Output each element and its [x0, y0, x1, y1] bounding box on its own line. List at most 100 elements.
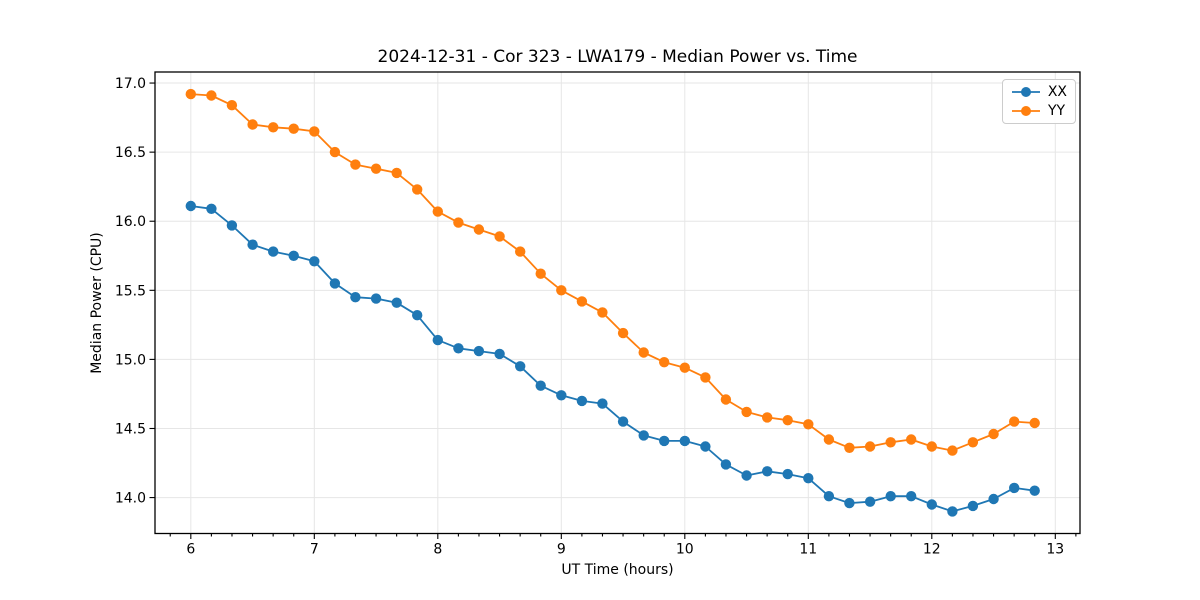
data-point-YY — [762, 412, 773, 423]
data-point-XX — [288, 250, 299, 261]
legend-label-xx: XX — [1047, 84, 1067, 100]
data-point-YY — [226, 100, 238, 111]
data-point-YY — [597, 307, 608, 318]
data-point-YY — [844, 442, 855, 453]
data-point-XX — [473, 345, 485, 357]
y-tick-label: 15.0 — [115, 352, 146, 368]
data-point-XX — [967, 500, 979, 512]
data-point-YY — [247, 119, 258, 130]
data-point-XX — [329, 278, 341, 289]
data-point-XX — [309, 256, 320, 267]
data-point-XX — [1009, 482, 1020, 494]
data-point-YY — [947, 445, 958, 456]
data-point-YY — [906, 434, 917, 445]
data-point-XX — [844, 497, 855, 509]
data-point-YY — [576, 296, 588, 307]
data-point-XX — [576, 395, 588, 407]
x-tick-label: 8 — [433, 542, 442, 558]
data-point-XX — [597, 398, 608, 409]
tick-labels: 6 7 8 9 10 11 12 13 17.0 16.5 16.0 15.5 15.0 14.5 14.0 — [115, 76, 1064, 557]
data-point-XX — [906, 491, 917, 502]
series-XX — [185, 200, 1040, 517]
data-point-YY — [885, 437, 896, 448]
data-point-YY — [782, 415, 793, 426]
data-point-XX — [679, 435, 690, 447]
y-tick-label: 16.0 — [115, 214, 146, 230]
data-point-XX — [823, 491, 835, 502]
data-point-YY — [206, 90, 217, 101]
data-point-YY — [288, 123, 299, 134]
data-point-YY — [659, 357, 670, 368]
data-point-XX — [453, 343, 464, 354]
data-point-YY — [494, 231, 505, 242]
data-point-XX — [803, 473, 814, 484]
series-YY — [185, 88, 1040, 456]
data-point-XX — [617, 416, 629, 427]
x-tick-label: 13 — [1046, 542, 1064, 558]
data-point-XX — [185, 200, 196, 212]
data-point-YY — [329, 146, 341, 158]
data-point-XX — [720, 459, 732, 470]
data-point-YY — [268, 122, 279, 133]
data-point-XX — [988, 493, 999, 505]
chart-title: 2024-12-31 - Cor 323 - LWA179 - Median P… — [377, 47, 858, 67]
x-tick-label: 7 — [310, 542, 319, 558]
data-point-YY — [679, 362, 690, 373]
data-point-YY — [432, 206, 443, 217]
data-point-YY — [823, 434, 835, 445]
data-point-XX — [268, 246, 279, 257]
data-point-YY — [535, 268, 546, 279]
data-point-YY — [741, 406, 752, 418]
data-point-XX — [947, 506, 958, 517]
data-point-YY — [700, 372, 711, 383]
data-point-YY — [720, 394, 732, 405]
data-point-XX — [494, 348, 505, 360]
data-point-XX — [885, 491, 896, 502]
data-point-XX — [700, 441, 711, 452]
x-tick-label: 12 — [923, 542, 941, 558]
data-point-XX — [515, 361, 526, 372]
data-point-YY — [556, 285, 567, 296]
data-point-YY — [309, 126, 320, 137]
legend: XX YY — [1002, 79, 1076, 124]
data-point-XX — [864, 496, 876, 507]
data-point-YY — [1029, 417, 1040, 429]
data-point-XX — [1029, 485, 1040, 496]
data-point-XX — [638, 430, 649, 441]
legend-item-xx: XX — [1011, 84, 1067, 100]
data-point-YY — [473, 224, 485, 235]
data-point-YY — [185, 88, 196, 100]
data-point-YY — [803, 419, 814, 430]
data-point-YY — [864, 441, 876, 452]
data-point-YY — [967, 437, 979, 448]
data-point-XX — [556, 390, 567, 401]
data-point-YY — [988, 428, 999, 440]
data-point-XX — [432, 334, 443, 346]
data-point-XX — [412, 310, 423, 321]
data-point-YY — [453, 217, 464, 228]
data-point-XX — [741, 470, 752, 481]
data-point-XX — [247, 239, 258, 250]
data-point-YY — [926, 441, 937, 452]
y-axis-label: Median Power (CPU) — [89, 232, 105, 374]
data-point-YY — [515, 246, 526, 257]
legend-item-yy: YY — [1011, 103, 1067, 119]
data-point-XX — [350, 292, 361, 303]
y-tick-label: 14.5 — [115, 421, 146, 437]
grid-lines — [155, 72, 1080, 534]
x-tick-label: 6 — [186, 542, 195, 558]
y-tick-label: 17.0 — [115, 76, 146, 92]
data-point-XX — [762, 466, 773, 477]
legend-line-marker-icon — [1012, 87, 1040, 97]
data-point-YY — [638, 347, 649, 358]
data-point-XX — [370, 293, 382, 304]
data-point-YY — [391, 167, 402, 179]
x-tick-label: 11 — [799, 542, 817, 558]
plot-border — [154, 71, 1081, 535]
series-line-YY — [190, 93, 1035, 452]
legend-line-marker-icon — [1012, 106, 1040, 116]
x-tick-label: 10 — [676, 542, 694, 558]
x-tick-label: 9 — [557, 542, 566, 558]
